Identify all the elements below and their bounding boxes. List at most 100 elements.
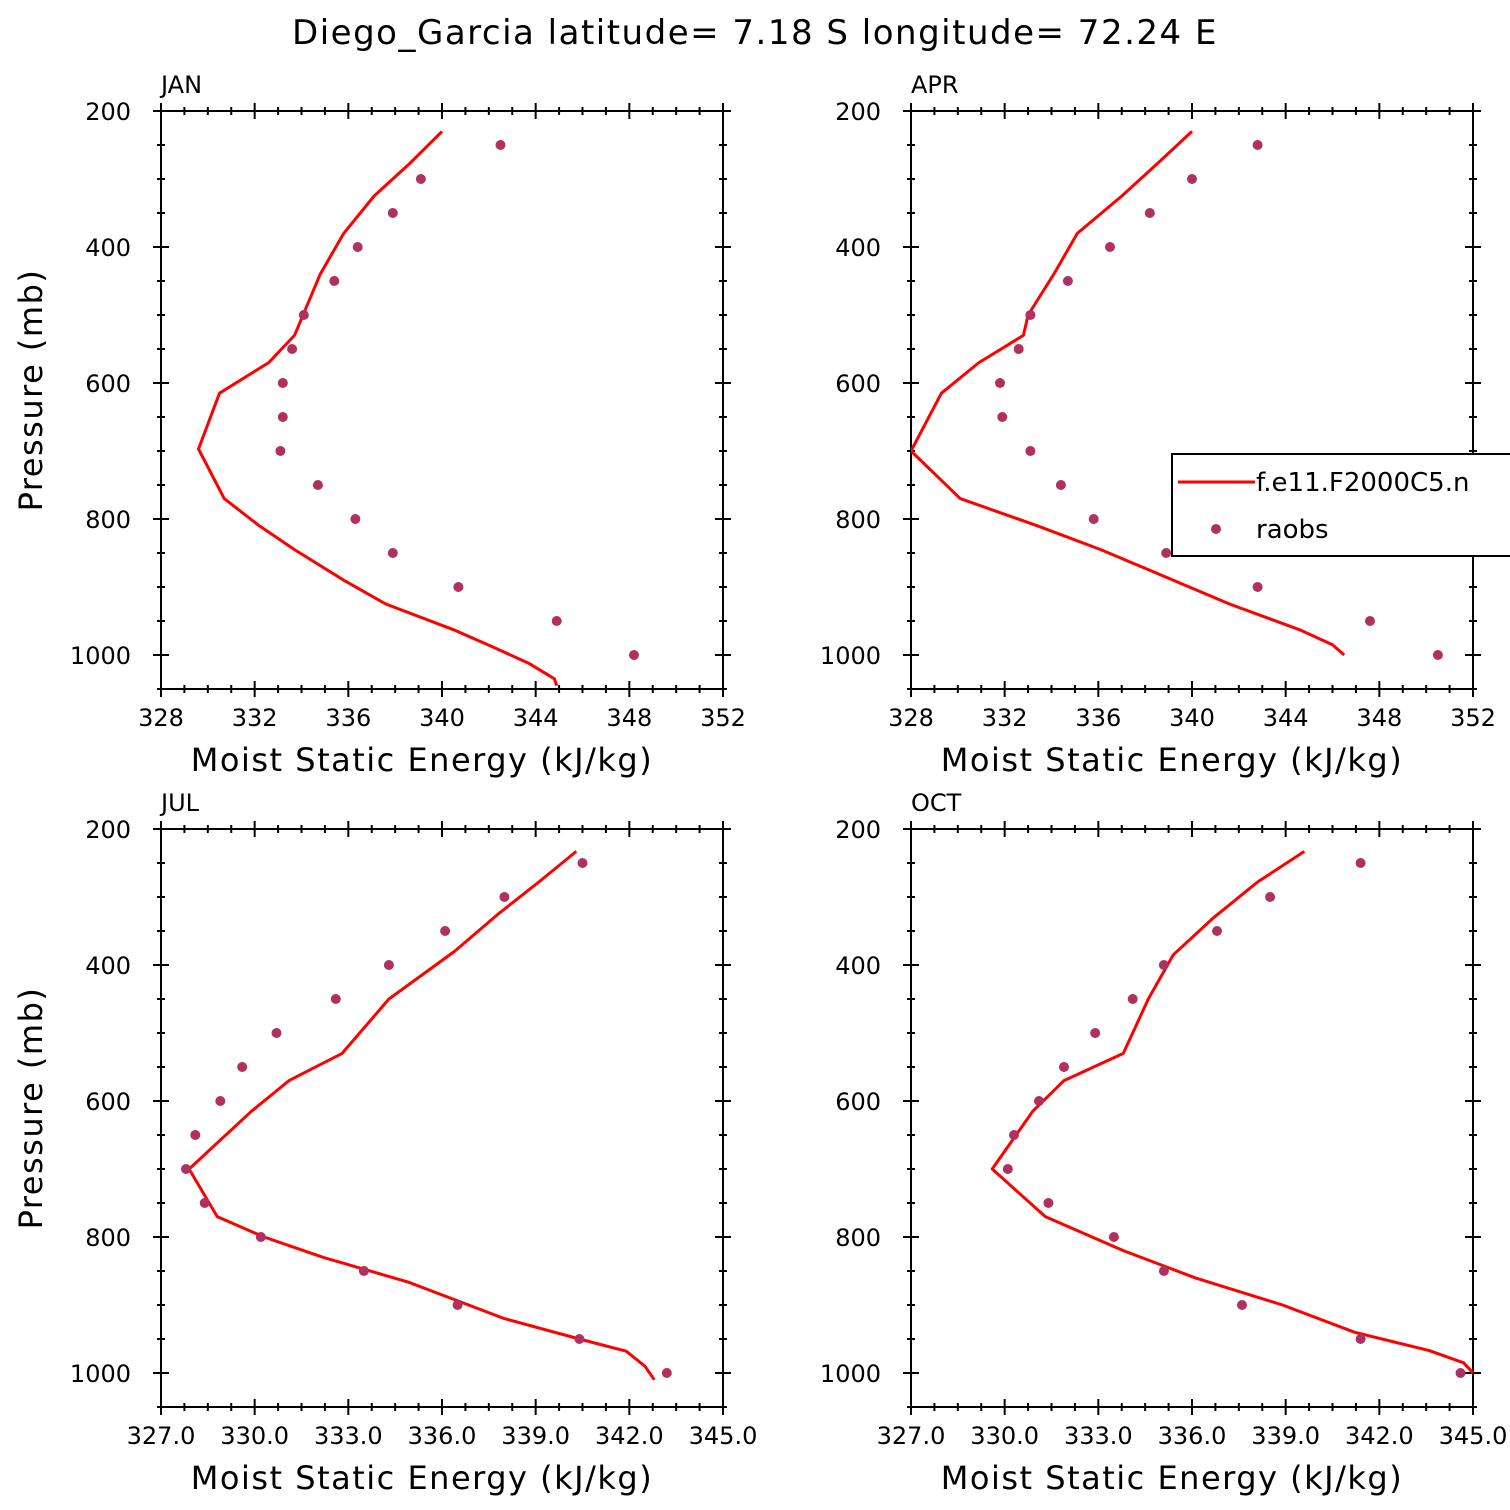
obs-data-point [383, 960, 394, 970]
obs-data-point [1127, 994, 1138, 1004]
obs-data-point [1355, 858, 1366, 868]
obs-data-point [1212, 926, 1222, 936]
obs-data-point [453, 582, 464, 592]
obs-data-point [1237, 1300, 1247, 1310]
panels-group: 200 400 600 800 1000 328 332 336 340 344 348 352 JAN… [12, 71, 1507, 1497]
legend: f.e11.F2000C5.n raobs [1171, 453, 1510, 557]
y-tick-label: 800 [85, 506, 131, 534]
obs-data-point [1187, 174, 1197, 184]
obs-data-point [1432, 650, 1443, 660]
obs-data-point [1059, 1062, 1069, 1072]
obs-data-point [1108, 1232, 1119, 1242]
obs-data-point [358, 1266, 369, 1276]
y-tick-label: 600 [835, 370, 881, 398]
x-tick-label: 344 [1263, 704, 1309, 732]
obs-data-point [997, 412, 1008, 422]
obs-data-point [629, 650, 639, 660]
obs-data-point [352, 242, 363, 252]
x-tick-label: 339.0 [501, 1422, 570, 1450]
panel-title: JAN [159, 71, 202, 99]
y-tick-label: 400 [85, 234, 131, 262]
y-tick-label: 200 [85, 816, 131, 844]
y-axis-title: Pressure (mb) [12, 987, 50, 1230]
model-series-line [911, 130, 1346, 657]
obs-data-point [287, 344, 298, 354]
legend-marker-swatch [1211, 524, 1221, 534]
obs-data-point [574, 1334, 585, 1344]
x-tick-label: 336.0 [408, 1422, 477, 1450]
obs-data-point [1055, 480, 1066, 490]
obs-data-point [661, 1368, 672, 1378]
obs-data-point [1025, 446, 1036, 456]
plot-frame [910, 828, 1474, 1408]
panel-title: JUL [159, 789, 200, 817]
panel-apr: 200 400 600 800 1000 328 332 336 340 344 348 352 APR… [820, 71, 1496, 779]
x-tick-label: 330.0 [970, 1422, 1039, 1450]
plot-frame [910, 110, 1474, 690]
x-tick-label: 333.0 [314, 1422, 383, 1450]
obs-data-point [277, 378, 288, 388]
obs-data-point [551, 616, 562, 626]
x-tick-label: 332 [232, 704, 278, 732]
obs-data-point [312, 480, 323, 490]
obs-data-point [1144, 208, 1155, 218]
panel-jul: 200 400 600 800 1000 327.0 330.0 333.0 336.0 339.… [12, 789, 757, 1497]
y-axis-title: Pressure (mb) [12, 269, 50, 512]
model-series-line [197, 130, 559, 687]
y-tick-label: 600 [85, 370, 131, 398]
obs-data-point [1088, 514, 1099, 524]
obs-data-point [1034, 1096, 1044, 1106]
y-tick-label: 600 [835, 1088, 881, 1116]
obs-data-point [1002, 1164, 1013, 1174]
x-tick-label: 328 [888, 704, 934, 732]
obs-data-point [1158, 960, 1169, 970]
obs-data-point [1252, 140, 1263, 150]
plot-frame [160, 110, 724, 690]
y-tick-label: 1000 [70, 1360, 131, 1388]
y-tick-label: 1000 [70, 642, 131, 670]
obs-data-point [330, 994, 341, 1004]
y-tick-label: 600 [85, 1088, 131, 1116]
x-tick-label: 336.0 [1158, 1422, 1227, 1450]
y-tick-label: 800 [835, 506, 881, 534]
obs-data-point [277, 412, 288, 422]
x-tick-label: 342.0 [595, 1422, 664, 1450]
obs-data-point [1043, 1198, 1054, 1208]
obs-data-point [181, 1164, 191, 1174]
x-tick-label: 328 [138, 704, 184, 732]
x-tick-label: 336 [325, 704, 371, 732]
obs-data-point [452, 1300, 463, 1310]
obs-data-point [237, 1062, 248, 1072]
obs-data-point [1252, 582, 1263, 592]
obs-data-point [271, 1028, 282, 1038]
obs-data-point [499, 892, 510, 902]
obs-data-point [350, 514, 361, 524]
y-tick-label: 800 [85, 1224, 131, 1252]
y-tick-label: 400 [835, 234, 881, 262]
y-tick-label: 200 [835, 816, 881, 844]
x-tick-label: 352 [700, 704, 746, 732]
obs-data-point [1161, 548, 1172, 558]
obs-data-point [1158, 1266, 1169, 1276]
x-tick-label: 344 [513, 704, 559, 732]
x-tick-label: 345.0 [1439, 1422, 1508, 1450]
obs-data-point [415, 174, 426, 184]
model-series-line [187, 850, 656, 1381]
x-axis-title: Moist Static Energy (kJ/kg) [191, 741, 653, 779]
obs-data-point [255, 1232, 266, 1242]
panel-oct: 200 400 600 800 1000 327.0 330.0 333.0 336.0 339.… [820, 789, 1507, 1497]
y-tick-label: 1000 [820, 642, 881, 670]
x-tick-label: 345.0 [689, 1422, 758, 1450]
y-tick-label: 200 [835, 98, 881, 126]
panel-title: OCT [911, 789, 962, 817]
legend-model-label: f.e11.F2000C5.n [1256, 468, 1469, 498]
obs-data-point [1355, 1334, 1366, 1344]
model-series-line [990, 850, 1473, 1375]
obs-data-point [387, 208, 398, 218]
obs-data-point [215, 1096, 226, 1106]
y-tick-label: 1000 [820, 1360, 881, 1388]
obs-data-point [1009, 1130, 1019, 1140]
legend-box [1171, 453, 1510, 557]
x-tick-label: 348 [1356, 704, 1402, 732]
